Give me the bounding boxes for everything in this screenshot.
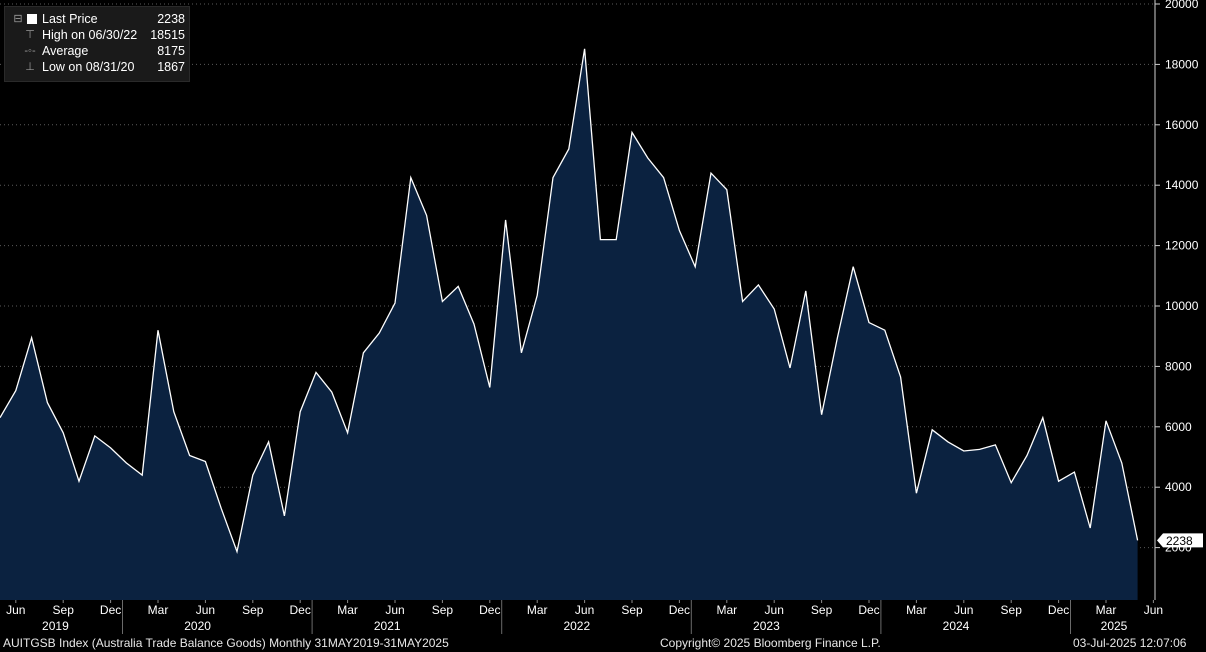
legend-high-value: 18515 <box>150 28 185 42</box>
legend-last-price-label: Last Price <box>42 12 98 26</box>
y-tick-label: 4000 <box>1165 480 1192 494</box>
high-marker-icon: ⊤ <box>25 29 35 41</box>
x-tick-label: Dec <box>858 603 879 617</box>
y-tick-label: 12000 <box>1165 239 1199 253</box>
series-line <box>0 48 1139 554</box>
x-year-label: 2024 <box>943 619 970 633</box>
x-tick-label: Sep <box>242 603 264 617</box>
x-tick-label: Sep <box>811 603 833 617</box>
collapse-icon[interactable]: ⊟ <box>13 13 23 25</box>
y-tick-label: 10000 <box>1165 299 1199 313</box>
x-tick-label: Jun <box>1144 603 1163 617</box>
x-tick-label: Jun <box>385 603 404 617</box>
y-tick-label: 6000 <box>1165 420 1192 434</box>
last-price-swatch-icon <box>27 14 37 24</box>
legend-high: ⊤ High on 06/30/22 18515 <box>5 27 189 43</box>
y-tick-label: 20000 <box>1165 0 1199 11</box>
x-tick-label: Jun <box>575 603 594 617</box>
series-area-fill <box>0 48 1138 601</box>
y-tick-label: 14000 <box>1165 178 1199 192</box>
legend-average-value: 8175 <box>157 44 185 58</box>
y-tick-label: 8000 <box>1165 359 1192 373</box>
y-axis-ticks: 2000400060008000100001200014000160001800… <box>1155 0 1199 555</box>
last-value-marker: 2238 <box>1157 533 1203 548</box>
x-tick-label: Dec <box>669 603 690 617</box>
x-tick-label: Dec <box>479 603 500 617</box>
x-tick-label: Mar <box>1096 603 1117 617</box>
x-tick-label: Mar <box>716 603 737 617</box>
legend-average-label: Average <box>42 44 89 58</box>
x-tick-label: Dec <box>1048 603 1069 617</box>
x-tick-label: Jun <box>765 603 784 617</box>
x-tick-label: Mar <box>527 603 548 617</box>
footer-timestamp: 03-Jul-2025 12:07:06 <box>1073 636 1187 650</box>
legend-low-value: 1867 <box>157 60 185 74</box>
x-tick-label: Sep <box>53 603 75 617</box>
x-tick-label: Jun <box>196 603 215 617</box>
x-tick-label: Dec <box>290 603 311 617</box>
x-year-label: 2021 <box>374 619 401 633</box>
footer-index-description: AUITGSB Index (Australia Trade Balance G… <box>3 636 449 650</box>
x-tick-label: Sep <box>1001 603 1023 617</box>
y-tick-label: 18000 <box>1165 57 1199 71</box>
x-tick-label: Jun <box>954 603 973 617</box>
footer-copyright: Copyright© 2025 Bloomberg Finance L.P. <box>660 636 881 650</box>
legend-low: ⊥ Low on 08/31/20 1867 <box>5 59 189 75</box>
x-year-label: 2023 <box>753 619 780 633</box>
x-year-label: 2025 <box>1101 619 1128 633</box>
x-tick-label: Dec <box>100 603 121 617</box>
legend-last-price: ⊟ Last Price 2238 <box>5 11 189 27</box>
legend-high-label: High on 06/30/22 <box>42 28 138 42</box>
x-tick-label: Mar <box>337 603 358 617</box>
x-tick-label: Mar <box>148 603 169 617</box>
x-year-label: 2019 <box>42 619 69 633</box>
x-tick-label: Sep <box>432 603 454 617</box>
legend-average: -◦- Average 8175 <box>5 43 189 59</box>
x-year-label: 2022 <box>563 619 590 633</box>
legend-low-label: Low on 08/31/20 <box>42 60 135 74</box>
last-value-text: 2238 <box>1166 534 1193 548</box>
x-tick-label: Sep <box>621 603 643 617</box>
y-tick-label: 16000 <box>1165 118 1199 132</box>
legend-box: ⊟ Last Price 2238 ⊤ High on 06/30/22 185… <box>4 6 190 82</box>
average-marker-icon: -◦- <box>24 45 36 57</box>
x-tick-label: Jun <box>6 603 25 617</box>
legend-last-price-value: 2238 <box>157 12 185 26</box>
x-tick-label: Mar <box>906 603 927 617</box>
x-axis-ticks: Jun Sep Dec Mar Jun Sep Dec Mar Jun Sep Dec Mar Jun S… <box>6 600 1163 634</box>
x-year-label: 2020 <box>184 619 211 633</box>
last-value-badge <box>1157 533 1203 548</box>
low-marker-icon: ⊥ <box>25 61 35 73</box>
